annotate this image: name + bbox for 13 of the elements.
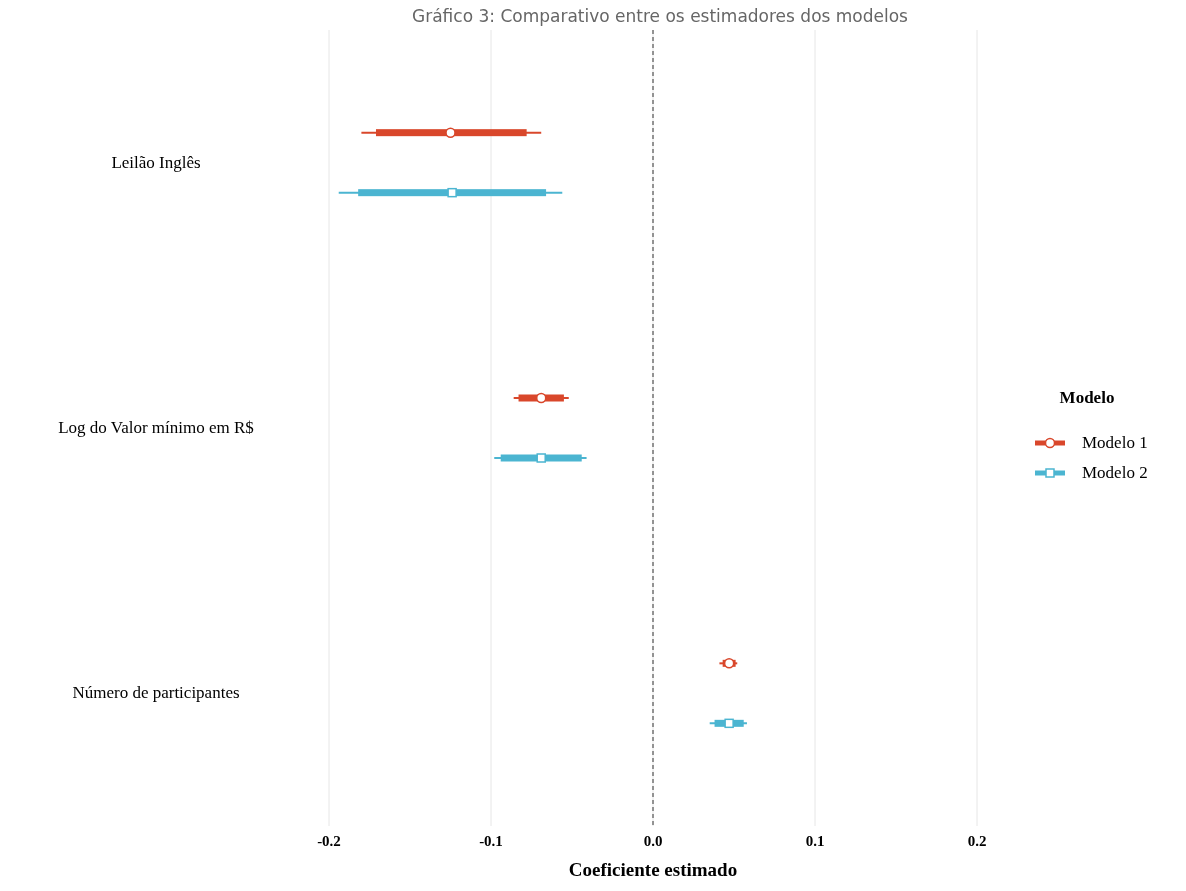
legend-label: Modelo 1 (1082, 433, 1148, 452)
chart-title: Gráfico 3: Comparativo entre os estimadores dos modelos (412, 6, 909, 26)
legend-label: Modelo 2 (1082, 463, 1148, 482)
x-tick-label: 0.0 (643, 833, 663, 849)
legend-title: Modelo (1059, 388, 1115, 407)
x-axis-title: Coeficiente estimado (568, 859, 738, 880)
y-tick-label: Número de participantes (72, 683, 240, 703)
y-tick-label: Leilão Inglês (111, 152, 201, 172)
x-tick-label: 0.2 (967, 833, 987, 849)
y-tick-label: Log do Valor mínimo em R$ (58, 418, 254, 437)
x-tick-label: -0.2 (317, 833, 341, 849)
x-tick-label: -0.1 (479, 833, 503, 849)
x-tick-label: 0.1 (805, 833, 825, 849)
